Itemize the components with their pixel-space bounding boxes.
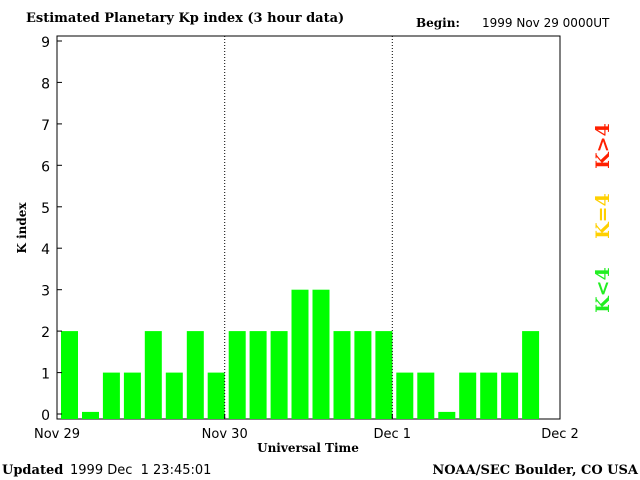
kp-bar xyxy=(82,411,99,419)
x-tick-label: Nov 29 xyxy=(34,427,80,442)
kp-bar xyxy=(375,331,393,419)
x-axis-label: Universal Time xyxy=(257,441,359,455)
kp-bar xyxy=(207,372,225,419)
kp-bar xyxy=(61,331,78,419)
x-tick-label: Nov 30 xyxy=(202,427,248,442)
kp-bar xyxy=(417,372,435,419)
chart-title: Estimated Planetary Kp index (3 hour dat… xyxy=(26,11,344,26)
y-axis-label: K index xyxy=(15,202,29,254)
y-tick-label: 1 xyxy=(41,367,50,383)
begin-value: 1999 Nov 29 0000UT xyxy=(482,16,610,30)
kp-bar xyxy=(249,331,267,419)
kp-bar xyxy=(501,372,519,419)
kp-bar xyxy=(144,331,162,419)
x-tick-label: Dec 1 xyxy=(374,427,412,442)
kp-bar xyxy=(312,289,330,419)
x-tick-label: Dec 2 xyxy=(541,427,579,442)
y-tick-label: 0 xyxy=(41,408,50,424)
kp-bar xyxy=(228,331,246,419)
x-axis-ticks: Nov 29 Nov 30 Dec 1 Dec 2 xyxy=(34,414,579,442)
kp-bar xyxy=(396,372,414,419)
bars-group xyxy=(61,289,540,419)
kp-bar xyxy=(522,331,540,419)
day-separators xyxy=(224,36,393,419)
kp-bar xyxy=(270,331,288,419)
legend: K>4 K=4 K<4 xyxy=(592,123,614,313)
kp-bar xyxy=(291,289,309,419)
y-tick-label: 5 xyxy=(41,201,50,217)
kp-bar xyxy=(438,411,456,419)
y-tick-label: 6 xyxy=(41,159,50,175)
y-tick-label: 4 xyxy=(41,242,50,258)
credit-text: NOAA/SEC Boulder, CO USA xyxy=(432,463,639,478)
legend-item: K=4 xyxy=(592,193,614,239)
y-axis-ticks: 0 1 2 3 4 5 6 7 8 9 xyxy=(41,35,62,424)
kp-bar xyxy=(123,372,141,419)
y-tick-label: 2 xyxy=(41,325,50,341)
kp-bar xyxy=(333,331,351,419)
kp-bar xyxy=(354,331,372,419)
y-tick-label: 3 xyxy=(41,284,50,300)
kp-bar xyxy=(165,372,183,419)
y-tick-label: 7 xyxy=(41,118,50,134)
kp-bar xyxy=(102,372,120,419)
begin-label: Begin: xyxy=(416,16,460,30)
updated-value: 1999 Dec 1 23:45:01 xyxy=(70,463,211,478)
kp-bar xyxy=(459,372,477,419)
legend-item: K>4 xyxy=(592,123,614,169)
updated-label: Updated xyxy=(2,463,63,478)
y-tick-label: 9 xyxy=(41,35,50,51)
kp-bar xyxy=(186,331,204,419)
kp-bar xyxy=(480,372,498,419)
legend-item: K<4 xyxy=(592,267,614,313)
y-tick-label: 8 xyxy=(41,76,50,92)
